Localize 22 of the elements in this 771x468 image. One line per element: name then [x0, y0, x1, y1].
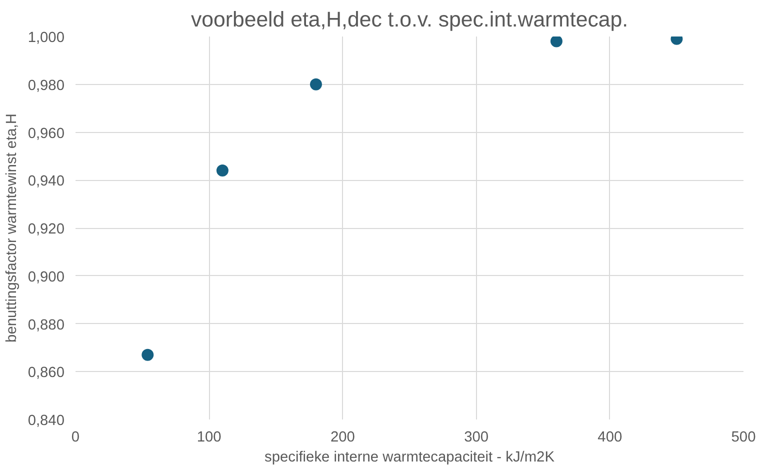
y-tick-label: 0,840 [28, 413, 65, 429]
y-tick-label: 1,000 [28, 30, 65, 46]
x-tick-label: 0 [71, 430, 80, 446]
point [550, 36, 562, 48]
x-axis-title: specifieke interne warmtecapaciteit - kJ/m2K [264, 450, 555, 466]
x-tick-label: 200 [330, 430, 355, 446]
point [142, 348, 154, 361]
chart-title: voorbeeld eta,H,dec t.o.v. spec.int.warmtecap. [190, 8, 628, 32]
point [310, 78, 322, 90]
y-tick-label: 0,960 [28, 126, 65, 142]
y-axis-title: benuttingsfactor warmtewinst eta,H [4, 114, 20, 342]
y-tick-label: 0,860 [28, 365, 65, 382]
y-tick-label: 0,880 [28, 317, 65, 334]
x-tick-label: 300 [464, 430, 489, 446]
point [216, 164, 228, 177]
x-tick-label: 400 [598, 430, 622, 446]
y-tick-label: 0,900 [28, 269, 65, 286]
x-tick-label: 500 [731, 430, 756, 446]
y-tick-label: 0,920 [28, 222, 65, 238]
x-tick-label: 100 [196, 430, 222, 446]
y-tick-label: 0,940 [28, 174, 65, 190]
y-tick-label: 0,980 [28, 78, 65, 94]
